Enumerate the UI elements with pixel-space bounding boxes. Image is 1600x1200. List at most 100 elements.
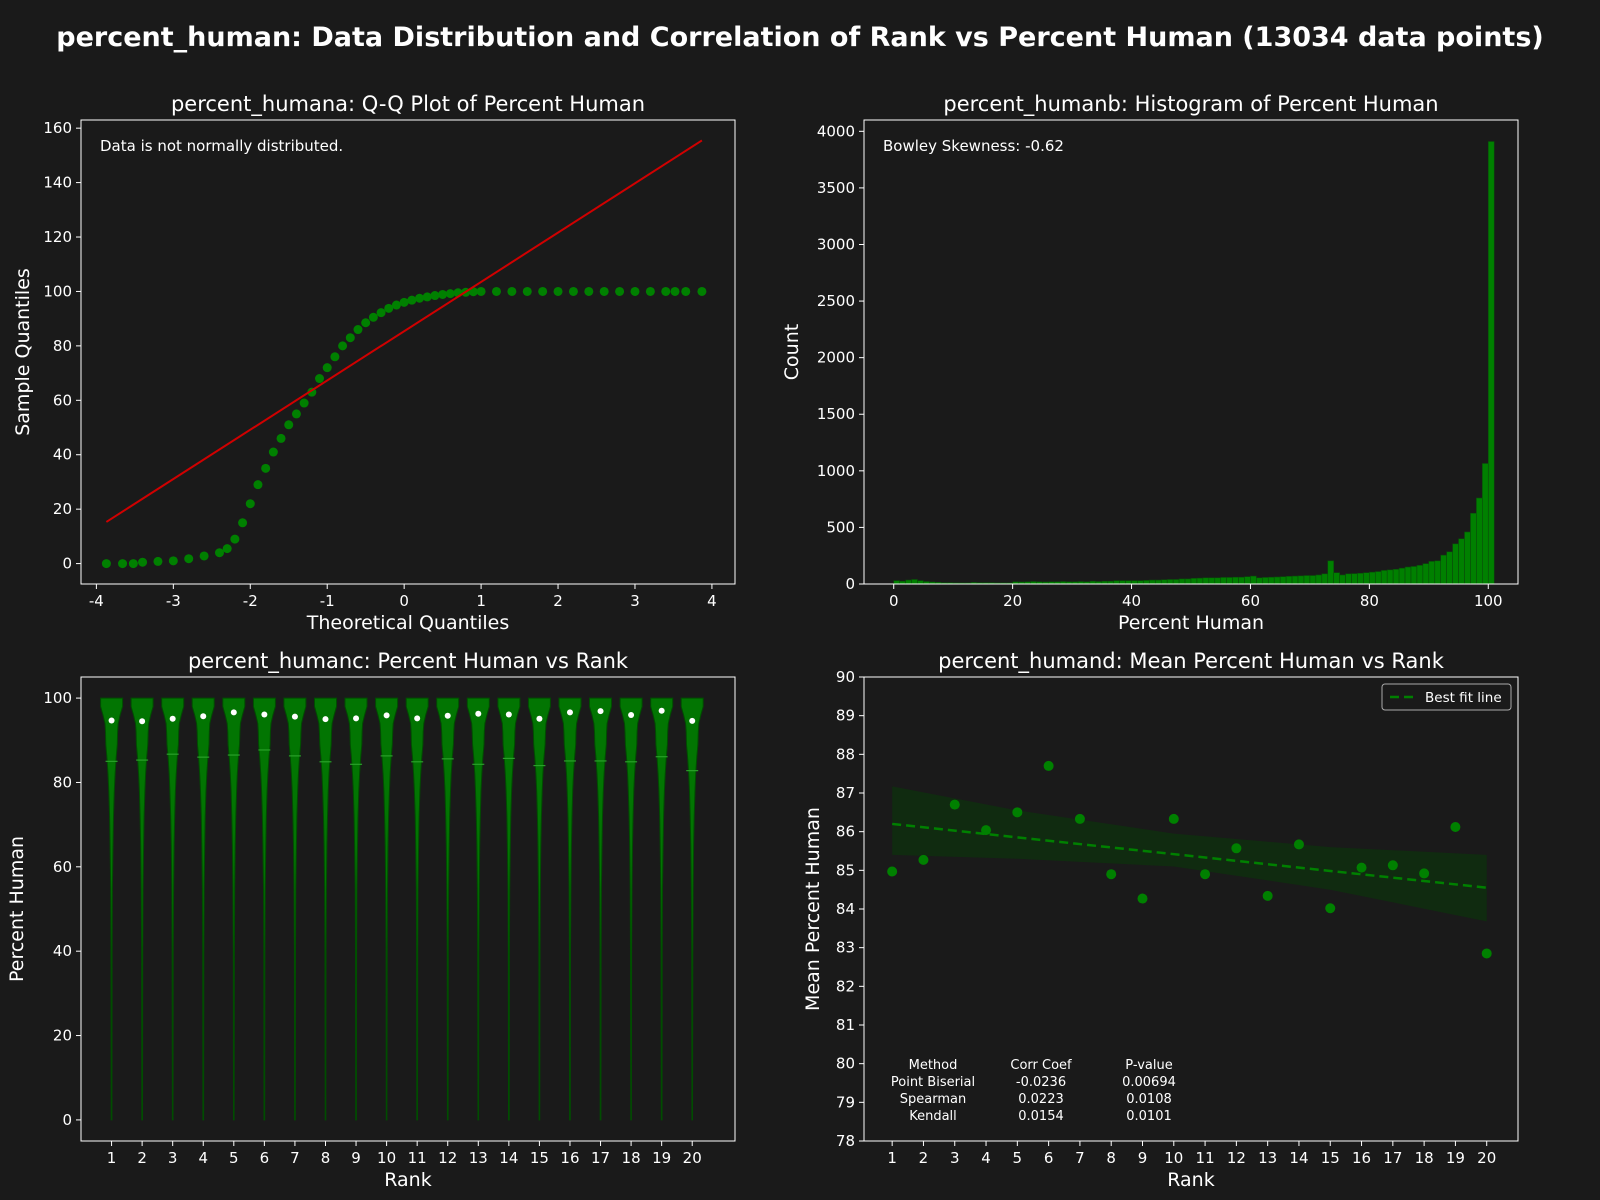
- histogram-bar: [1470, 512, 1477, 585]
- qq-point: [245, 499, 255, 509]
- histogram-bar: [1226, 577, 1233, 585]
- table-cell: 0.0223: [1018, 1092, 1064, 1107]
- table-header: P-value: [1125, 1058, 1172, 1073]
- histogram-bar: [1375, 571, 1382, 585]
- y-tick-label: 1500: [817, 405, 855, 423]
- x-tick-label: 60: [1241, 592, 1260, 610]
- histogram-bar: [1190, 578, 1198, 585]
- qq-point: [430, 291, 440, 301]
- histogram-bar: [1250, 575, 1257, 585]
- violin-body: [191, 697, 215, 1121]
- mean-point: [1356, 862, 1367, 873]
- qq-point: [299, 398, 309, 408]
- violin-plot-panel: percent_humanc: Percent Human vs Rank Ran…: [6, 649, 736, 1191]
- histogram-bar: [1327, 560, 1334, 585]
- qq-point: [399, 297, 409, 307]
- y-tick-label: 3500: [817, 179, 855, 197]
- histogram-bar: [1333, 572, 1340, 585]
- y-tick-label: 80: [836, 1055, 855, 1073]
- plot-frame: [863, 676, 1519, 1142]
- x-tick-label: 3: [630, 592, 640, 610]
- violin-median-marker: [353, 715, 360, 722]
- mean-point: [887, 866, 898, 877]
- qq-point: [384, 303, 394, 313]
- best-fit-line: [892, 822, 1487, 889]
- histogram-bar: [1357, 572, 1364, 585]
- x-tick-label: 8: [1106, 1149, 1116, 1167]
- mean-point: [918, 854, 929, 865]
- histogram-bar: [1482, 463, 1489, 585]
- x-tick-label: 4: [981, 1149, 991, 1167]
- legend-label: Best fit line: [1425, 690, 1502, 706]
- qq-plot-panel: percent_humana: Q-Q Plot of Percent Huma…: [12, 92, 736, 634]
- histogram-bar: [1297, 575, 1305, 585]
- y-tick-label: 3000: [817, 235, 855, 253]
- violin-body: [589, 697, 612, 1121]
- histogram-bar: [1273, 576, 1281, 585]
- histogram-bar: [1143, 580, 1150, 585]
- mean-point: [1168, 813, 1179, 824]
- qq-point: [184, 554, 194, 564]
- x-tick-label: 16: [1352, 1149, 1371, 1167]
- qq-point: [153, 556, 163, 566]
- qq-point: [661, 286, 671, 296]
- x-tick-label: 11: [408, 1149, 427, 1167]
- y-axis-label: Sample Quantiles: [12, 268, 34, 436]
- y-axis-label: Mean Percent Human: [802, 807, 824, 1011]
- histogram-bar: [1220, 577, 1227, 585]
- chart-title: percent_humana: Q-Q Plot of Percent Huma…: [171, 92, 645, 117]
- violin-body: [680, 697, 704, 1121]
- histogram-bar: [1285, 576, 1293, 585]
- qq-point: [168, 556, 178, 566]
- qq-point: [330, 352, 340, 362]
- histogram-bar: [917, 580, 924, 585]
- qq-point: [615, 286, 625, 296]
- x-tick-label: -4: [89, 592, 104, 610]
- x-tick-label: 18: [1415, 1149, 1434, 1167]
- violin-median-marker: [169, 715, 176, 722]
- histogram-bar: [1363, 572, 1370, 585]
- qq-point: [599, 286, 609, 296]
- histogram-bar: [1476, 497, 1483, 585]
- qq-point: [630, 286, 640, 296]
- mean-point: [1293, 839, 1304, 850]
- histogram-bar: [1262, 577, 1269, 585]
- y-tick-label: 84: [836, 900, 855, 918]
- qq-point: [322, 363, 332, 373]
- qq-point: [138, 557, 148, 567]
- x-tick-label: 5: [229, 1149, 239, 1167]
- y-tick-label: 0: [62, 1111, 72, 1129]
- x-tick-label: 15: [1321, 1149, 1340, 1167]
- histogram-bar: [1119, 580, 1126, 585]
- y-tick-label: 100: [43, 689, 72, 707]
- qq-point: [645, 286, 655, 296]
- qq-point: [315, 374, 325, 384]
- histogram-bar: [1446, 551, 1453, 585]
- table-header: Method: [909, 1058, 958, 1073]
- x-tick-label: 80: [1360, 592, 1379, 610]
- y-tick-label: 20: [53, 1027, 72, 1045]
- mean-point: [949, 799, 960, 810]
- y-tick-label: 40: [53, 942, 72, 960]
- table-cell: 0.00694: [1122, 1075, 1176, 1090]
- qq-point: [230, 534, 240, 544]
- y-tick-label: 60: [53, 391, 72, 409]
- qq-point: [438, 289, 448, 299]
- violin-body: [619, 697, 643, 1121]
- violin-median-marker: [322, 716, 329, 723]
- table-cell: Spearman: [900, 1092, 966, 1107]
- histogram-bar: [1125, 580, 1132, 585]
- violin-median-marker: [108, 717, 115, 724]
- y-tick-label: 2000: [817, 349, 855, 367]
- reference-line: [105, 139, 703, 523]
- histogram-bar: [1291, 575, 1299, 585]
- qq-point: [407, 295, 417, 305]
- x-axis-label: Percent Human: [1118, 612, 1264, 634]
- histogram-bar: [1398, 567, 1406, 585]
- violin-median-marker: [139, 718, 146, 725]
- x-tick-label: 6: [1044, 1149, 1054, 1167]
- x-tick-label: 0: [889, 592, 899, 610]
- table-cell: Kendall: [909, 1109, 957, 1124]
- violin-body: [497, 697, 521, 1121]
- violin-median-marker: [536, 715, 543, 722]
